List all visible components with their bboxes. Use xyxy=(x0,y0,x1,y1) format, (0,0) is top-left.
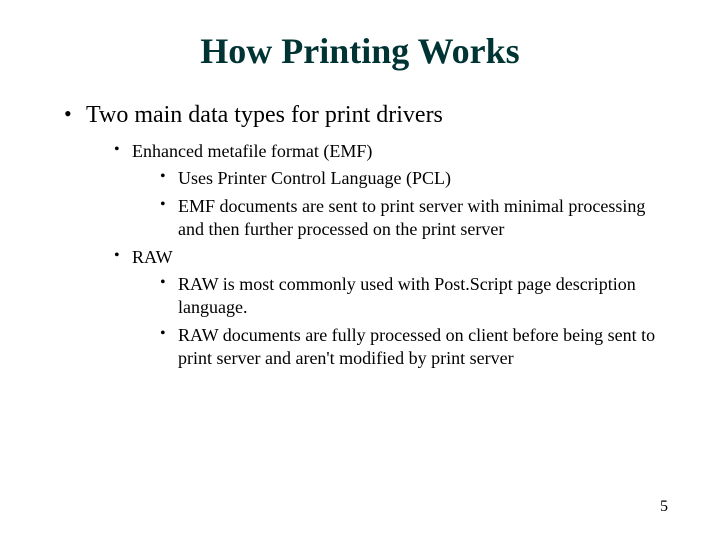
bullet-l3-item: RAW documents are fully processed on cli… xyxy=(158,324,660,371)
bullet-l1-text: Two main data types for print drivers xyxy=(86,102,443,128)
page-number: 5 xyxy=(660,498,668,516)
slide-title: How Printing Works xyxy=(60,30,660,72)
bullet-l3-item: RAW is most commonly used with Post.Scri… xyxy=(158,273,660,320)
bullet-list-level3: Uses Printer Control Language (PCL) EMF … xyxy=(132,167,660,241)
bullet-list-level2: Enhanced metafile format (EMF) Uses Prin… xyxy=(86,140,660,371)
bullet-list-level3: RAW is most commonly used with Post.Scri… xyxy=(132,273,660,371)
bullet-l3-text: RAW is most commonly used with Post.Scri… xyxy=(178,274,636,317)
bullet-l2-item: Enhanced metafile format (EMF) Uses Prin… xyxy=(112,140,660,242)
bullet-l3-text: Uses Printer Control Language (PCL) xyxy=(178,168,451,188)
bullet-l3-item: EMF documents are sent to print server w… xyxy=(158,195,660,242)
bullet-l2-item: RAW RAW is most commonly used with Post.… xyxy=(112,246,660,371)
bullet-l3-text: RAW documents are fully processed on cli… xyxy=(178,325,655,368)
bullet-l2-text: RAW xyxy=(132,247,173,267)
bullet-l2-text: Enhanced metafile format (EMF) xyxy=(132,141,372,161)
bullet-l1-item: Two main data types for print drivers En… xyxy=(60,100,660,371)
slide-container: How Printing Works Two main data types f… xyxy=(0,0,720,540)
bullet-list-level1: Two main data types for print drivers En… xyxy=(60,100,660,371)
bullet-l3-text: EMF documents are sent to print server w… xyxy=(178,196,645,239)
bullet-l3-item: Uses Printer Control Language (PCL) xyxy=(158,167,660,190)
